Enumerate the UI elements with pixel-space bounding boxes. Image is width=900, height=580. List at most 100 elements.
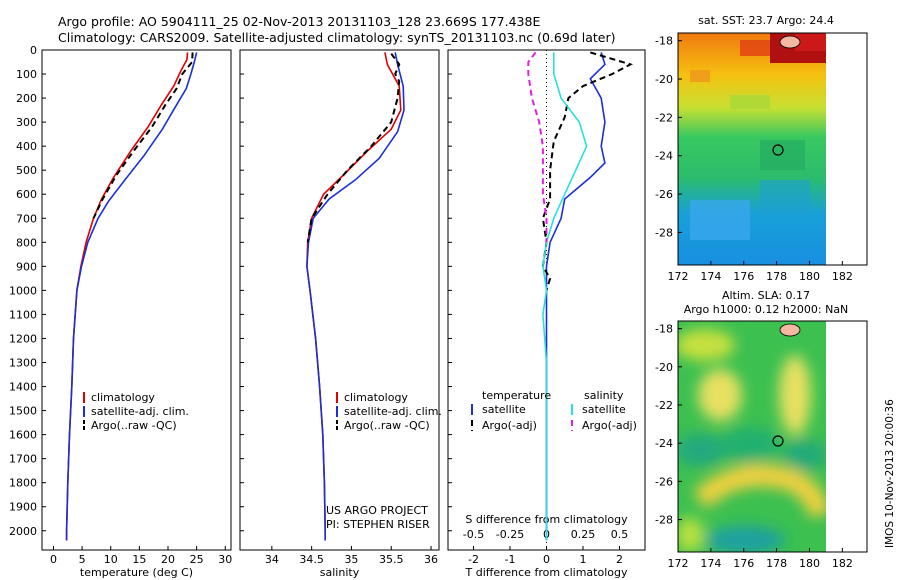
x-tick-label: 15 bbox=[132, 553, 146, 566]
x-tick-label: 35 bbox=[344, 553, 358, 566]
legend-header: temperature bbox=[482, 389, 551, 402]
y-tick-label: 1000 bbox=[9, 284, 37, 297]
s-tick-label: -0.25 bbox=[496, 528, 524, 541]
map-x-tick-label: 180 bbox=[799, 270, 820, 283]
map-y-tick-label: -22 bbox=[655, 111, 673, 124]
y-tick-label: 700 bbox=[16, 212, 37, 225]
y-tick-label: 500 bbox=[16, 164, 37, 177]
salinity-panel: 34 34.5 35 35.5 36 salinity climatologysatelli… bbox=[239, 49, 442, 579]
series-line-1 bbox=[306, 52, 405, 541]
map-x-tick-label: 172 bbox=[668, 557, 689, 570]
y-tick-label: 2000 bbox=[9, 525, 37, 538]
difference-xlabel: T difference from climatology bbox=[465, 566, 628, 579]
y-tick-label: 800 bbox=[16, 236, 37, 249]
legend-label: Argo(-adj) bbox=[482, 419, 537, 432]
map-y-tick-label: -26 bbox=[655, 188, 673, 201]
legend-label: Argo(..raw -QC) bbox=[91, 419, 177, 432]
legend-label: satellite bbox=[582, 403, 626, 416]
legend-label: Argo(-adj) bbox=[582, 419, 637, 432]
credit-line2: PI: STEPHEN RISER bbox=[326, 518, 430, 531]
map-x-tick-label: 176 bbox=[733, 557, 754, 570]
x-tick-label: 2 bbox=[616, 553, 623, 566]
x-tick-label: 20 bbox=[161, 553, 175, 566]
sst-map-nodata bbox=[826, 33, 867, 265]
map-x-tick-label: 174 bbox=[700, 270, 721, 283]
x-tick-label: 0 bbox=[543, 553, 550, 566]
sla-map-title: Altim. SLA: 0.17 bbox=[722, 289, 810, 302]
series-line-1 bbox=[65, 52, 198, 541]
series-line-0 bbox=[65, 52, 189, 541]
legend-label: climatology bbox=[344, 391, 408, 404]
legend-label: satellite bbox=[482, 403, 526, 416]
y-tick-label: 600 bbox=[16, 188, 37, 201]
x-tick-label: 30 bbox=[218, 553, 232, 566]
series-line-2 bbox=[92, 52, 194, 219]
sla-map-image bbox=[678, 321, 826, 552]
y-tick-label: 1300 bbox=[9, 357, 37, 370]
map-y-tick-label: -18 bbox=[655, 323, 673, 336]
x-tick-label: 34.5 bbox=[299, 553, 324, 566]
map-y-tick-label: -26 bbox=[655, 475, 673, 488]
salinity-xlabel: salinity bbox=[320, 566, 360, 579]
temperature-plot-frame bbox=[41, 49, 232, 551]
sla-argo-marker bbox=[772, 435, 784, 447]
y-tick-label: 1100 bbox=[9, 308, 37, 321]
map-y-tick-label: -20 bbox=[655, 73, 673, 86]
legend-label: satellite-adj. clim. bbox=[344, 405, 442, 418]
x-tick-label: -1 bbox=[505, 553, 516, 566]
legend-label: satellite-adj. clim. bbox=[91, 405, 189, 418]
map-y-tick-label: -22 bbox=[655, 399, 673, 412]
series-line-2 bbox=[542, 52, 588, 541]
map-x-tick-label: 178 bbox=[766, 557, 787, 570]
series-line-0 bbox=[545, 52, 606, 541]
y-tick-label: 900 bbox=[16, 260, 37, 273]
x-tick-label: 10 bbox=[104, 553, 118, 566]
x-tick-label: -2 bbox=[468, 553, 479, 566]
map-x-tick-label: 172 bbox=[668, 270, 689, 283]
sst-argo-marker bbox=[772, 144, 784, 156]
map-x-tick-label: 174 bbox=[700, 557, 721, 570]
salinity-plot-frame bbox=[239, 49, 440, 551]
y-tick-label: 1200 bbox=[9, 332, 37, 345]
sst-map-title: sat. SST: 23.7 Argo: 24.4 bbox=[698, 14, 834, 27]
footer-stamp: IMOS 10-Nov-2013 20:00:36 bbox=[884, 399, 896, 548]
x-tick-label: 36 bbox=[424, 553, 438, 566]
sst-map-panel: sat. SST: 23.7 Argo: 24.4 172 174 176 178 18… bbox=[655, 14, 868, 283]
map-x-tick-label: 178 bbox=[766, 270, 787, 283]
series-line-3 bbox=[527, 51, 548, 243]
y-tick-label: 1500 bbox=[9, 405, 37, 418]
x-tick-label: 34 bbox=[265, 553, 279, 566]
map-x-tick-label: 182 bbox=[832, 270, 853, 283]
y-tick-label: 1900 bbox=[9, 501, 37, 514]
sla-map-nodata bbox=[826, 321, 867, 552]
y-tick-label: 0 bbox=[30, 44, 37, 57]
y-tick-label: 1800 bbox=[9, 477, 37, 490]
map-y-tick-label: -24 bbox=[655, 437, 673, 450]
legend-label: Argo(..raw -QC) bbox=[344, 419, 430, 432]
y-tick-label: 1600 bbox=[9, 429, 37, 442]
series-line-1 bbox=[541, 51, 634, 291]
y-tick-label: 100 bbox=[16, 68, 37, 81]
figure-title-line2: Climatology: CARS2009. Satellite-adjuste… bbox=[58, 30, 615, 45]
s-tick-label: 0.5 bbox=[611, 528, 629, 541]
credit-line1: US ARGO PROJECT bbox=[326, 504, 428, 517]
x-tick-label: 5 bbox=[79, 553, 86, 566]
map-y-tick-label: -28 bbox=[655, 514, 673, 527]
map-y-tick-label: -18 bbox=[655, 35, 673, 48]
map-y-tick-label: -20 bbox=[655, 361, 673, 374]
y-tick-label: 1700 bbox=[9, 453, 37, 466]
map-x-tick-label: 182 bbox=[832, 557, 853, 570]
x-tick-label: 35.5 bbox=[379, 553, 404, 566]
sst-map-image bbox=[678, 33, 826, 265]
x-tick-label: 25 bbox=[190, 553, 204, 566]
y-tick-label: 1400 bbox=[9, 381, 37, 394]
x-tick-label: 0 bbox=[50, 553, 57, 566]
temperature-panel: 0 5 10 15 20 25 300100200300400500600700800900… bbox=[9, 44, 232, 579]
map-y-tick-label: -28 bbox=[655, 226, 673, 239]
x-tick-label: 1 bbox=[579, 553, 586, 566]
map-y-tick-label: -24 bbox=[655, 150, 673, 163]
s-tick-label: -0.5 bbox=[463, 528, 484, 541]
series-line-2 bbox=[306, 53, 401, 243]
